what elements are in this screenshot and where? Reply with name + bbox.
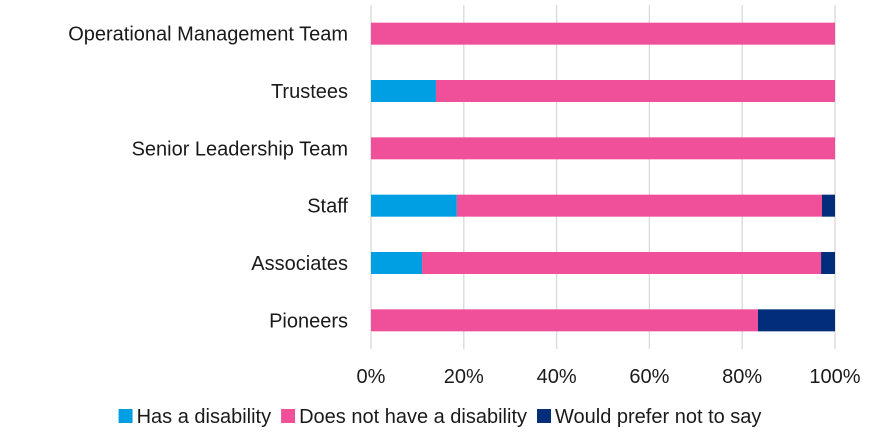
- bar-3-0: [371, 194, 457, 217]
- legend-swatch-1: [281, 409, 296, 423]
- category-label: Associates: [251, 253, 348, 275]
- bar-5-1: [371, 309, 758, 332]
- x-tick-label: 100%: [809, 366, 860, 388]
- category-labels: Operational Management Team Trustees Senio…: [68, 24, 348, 333]
- legend: Has a disability Does not have a disabili…: [118, 406, 761, 428]
- category-label: Staff: [307, 196, 348, 218]
- gridlines: [370, 5, 836, 349]
- bar-4-2: [821, 252, 835, 274]
- category-label: Pioneers: [269, 310, 348, 332]
- legend-swatch-2: [537, 409, 552, 423]
- x-tick-label: 80%: [722, 366, 762, 388]
- bars: [371, 22, 835, 332]
- x-axis-tick-labels: 0% 20% 40% 60% 80% 100%: [357, 366, 861, 388]
- bar-4-0: [371, 252, 423, 274]
- category-label: Operational Management Team: [68, 24, 348, 46]
- x-tick-label: 60%: [629, 366, 669, 388]
- bar-3-1: [456, 194, 823, 217]
- legend-label-1: Does not have a disability: [299, 406, 527, 428]
- bar-3-2: [822, 194, 835, 217]
- x-tick-label: 20%: [444, 366, 484, 388]
- x-tick-label: 0%: [357, 366, 386, 388]
- category-label: Senior Leadership Team: [132, 138, 348, 160]
- bar-4-1: [422, 252, 822, 274]
- legend-label-2: Would prefer not to say: [555, 406, 761, 428]
- legend-swatch-0: [118, 409, 133, 423]
- legend-label-0: Has a disability: [137, 406, 272, 428]
- category-label: Trustees: [271, 81, 348, 103]
- bar-2-1: [371, 137, 835, 160]
- bar-1-0: [371, 80, 436, 102]
- bar-1-1: [435, 80, 835, 102]
- bar-0-1: [371, 22, 835, 45]
- bar-5-2: [757, 309, 835, 332]
- x-tick-label: 40%: [537, 366, 577, 388]
